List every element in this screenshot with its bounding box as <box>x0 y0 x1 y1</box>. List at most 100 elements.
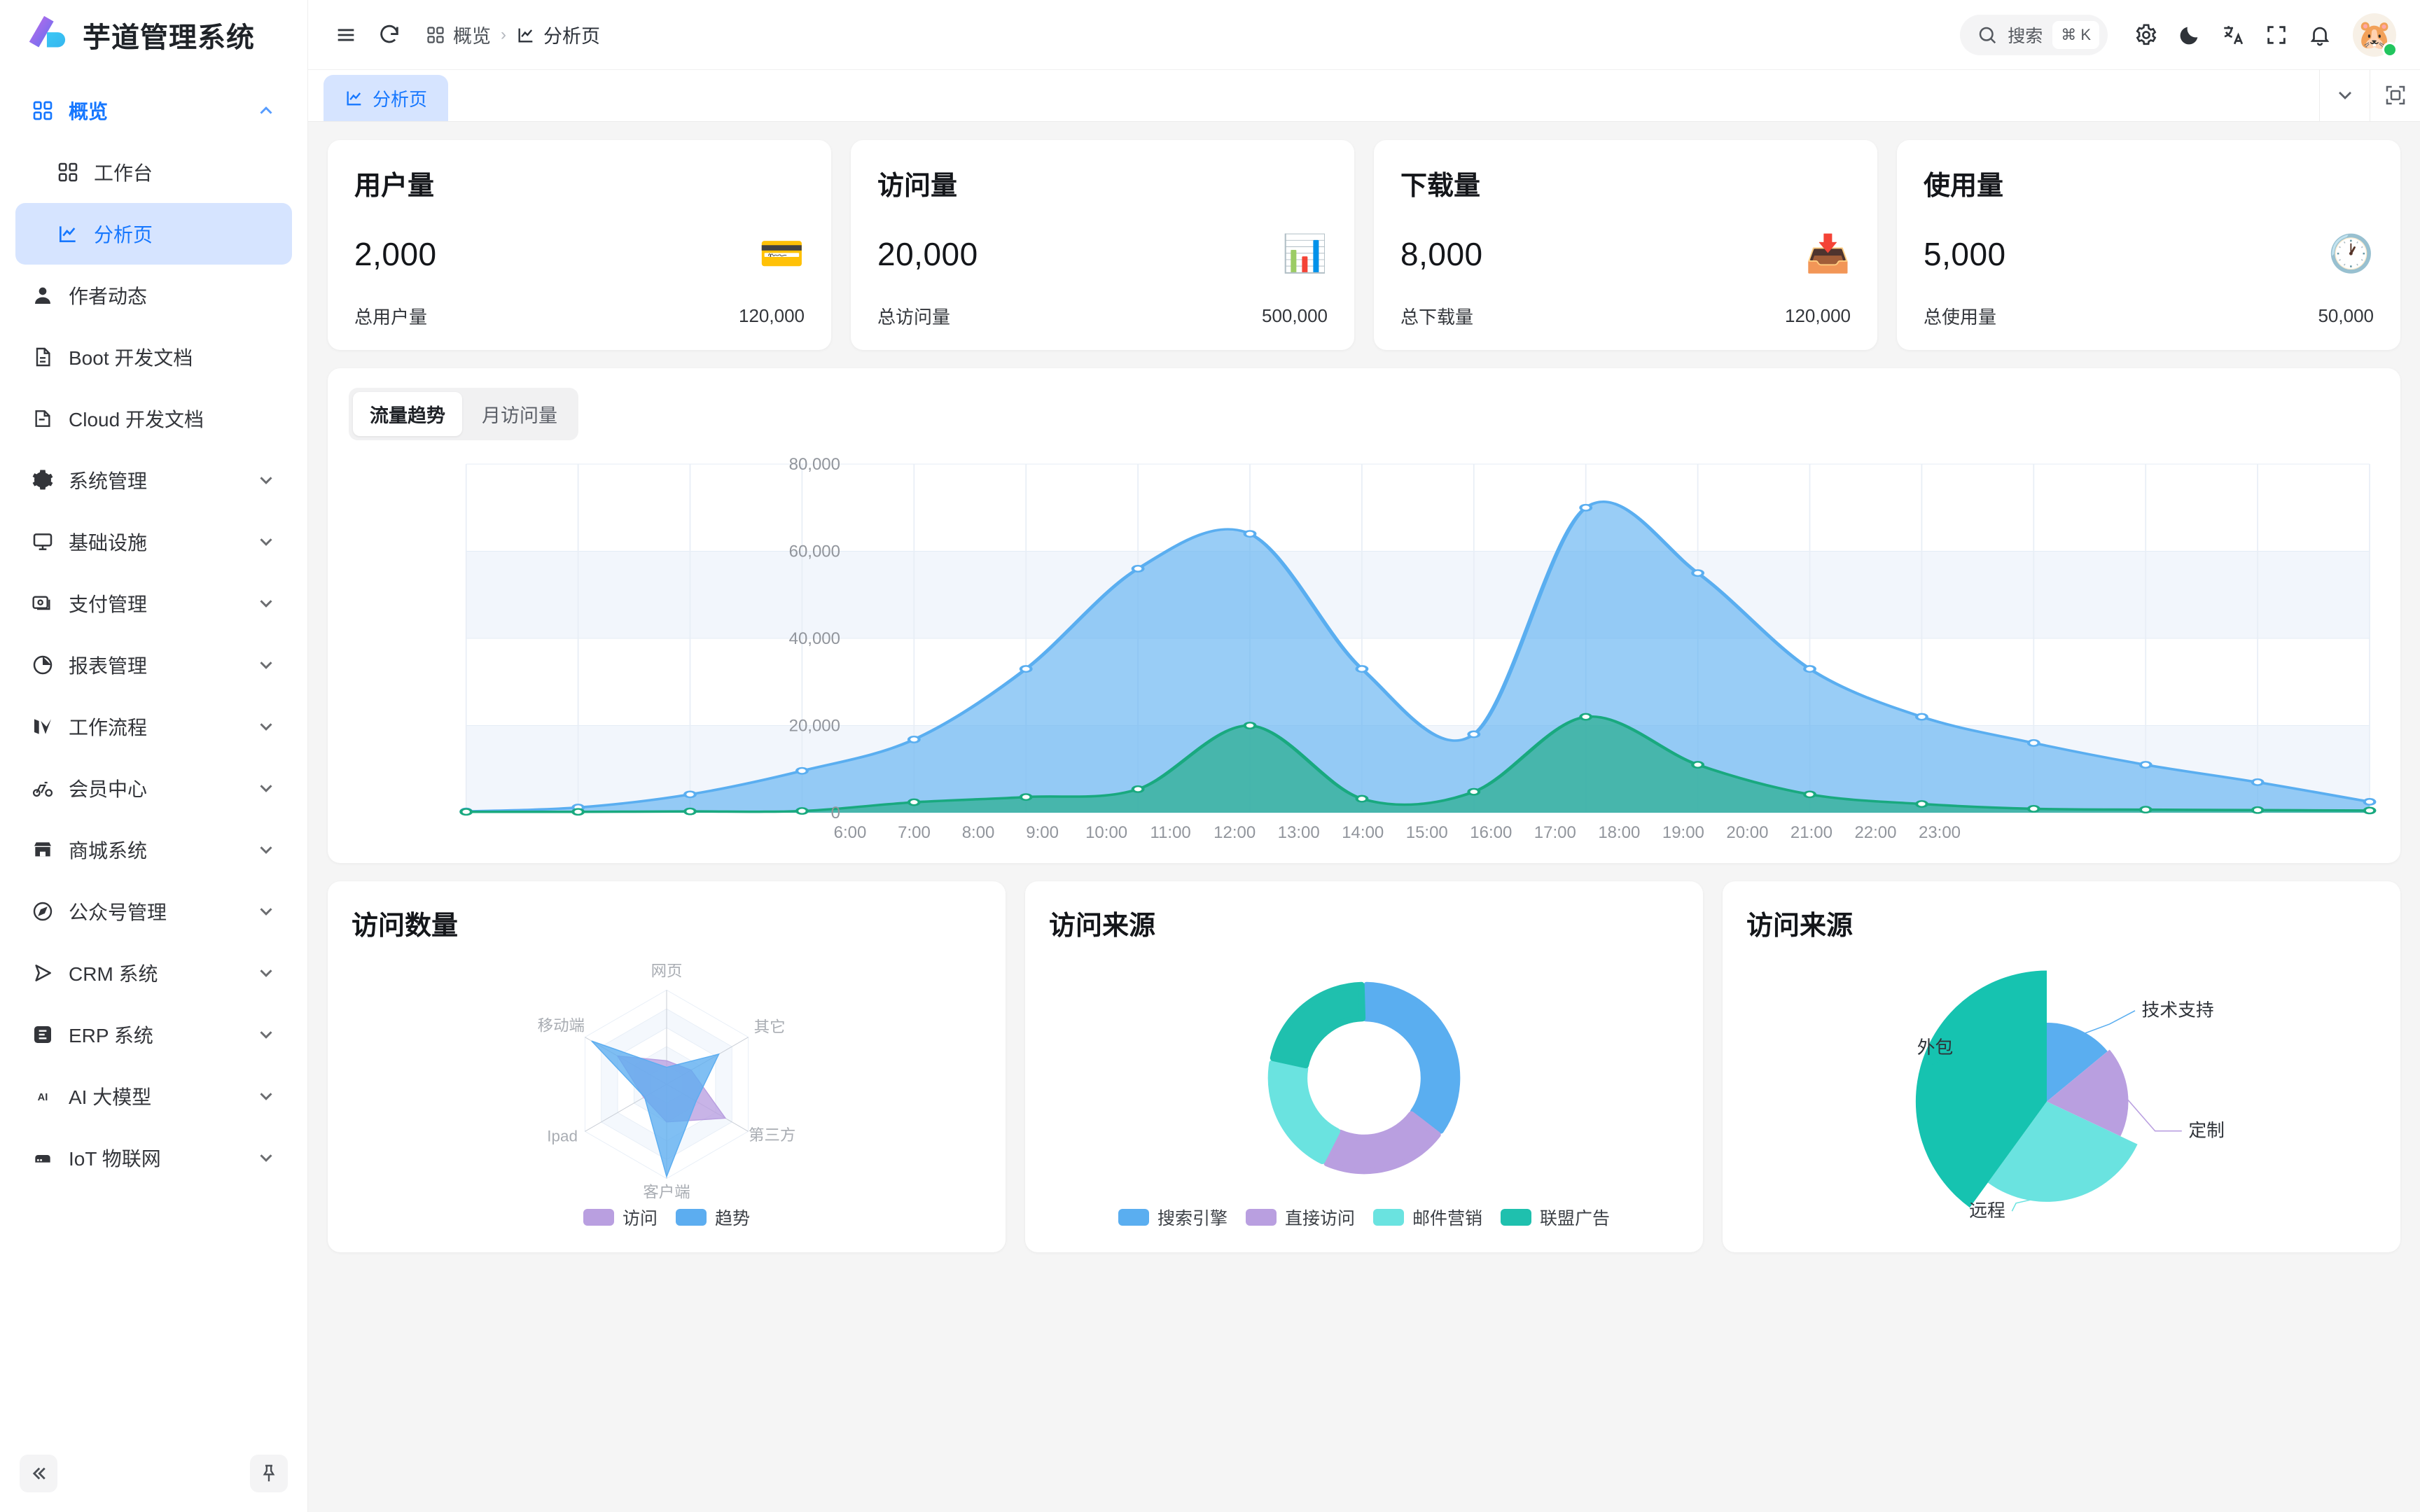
chevron-down-icon[interactable] <box>256 1147 277 1168</box>
sidebar-item-iot[interactable]: IoT 物联网 <box>15 1127 292 1189</box>
chevron-down-icon[interactable] <box>256 901 277 922</box>
legend-swatch <box>676 1209 707 1226</box>
legend-item[interactable]: 搜索引擎 <box>1118 1205 1228 1230</box>
sidebar-item-analysis[interactable]: 分析页 <box>15 203 292 265</box>
page-content: 用户量 2,000 💳 总用户量 120,000 访问量 20,000 📊 <box>308 122 2420 1512</box>
sidebar-item-label: 会员中心 <box>69 778 148 800</box>
fullscreen-icon <box>2265 23 2288 47</box>
refresh-icon[interactable] <box>371 17 408 53</box>
moon-icon <box>2178 23 2202 47</box>
notifications-button[interactable] <box>2298 13 2342 57</box>
sidebar-item-mall-system[interactable]: 商城系统 <box>15 819 292 881</box>
language-button[interactable] <box>2211 13 2255 57</box>
sidebar-item-label: 分析页 <box>94 224 153 246</box>
stat-card-users: 用户量 2,000 💳 总用户量 120,000 <box>328 140 831 350</box>
sidebar-item-label: 基础设施 <box>69 532 148 554</box>
chevron-down-icon[interactable] <box>256 1024 277 1045</box>
svg-text:6:00: 6:00 <box>834 823 867 842</box>
sidebar-item-workbench[interactable]: 工作台 <box>15 141 292 203</box>
sidebar-item-payment-mgmt[interactable]: 支付管理 <box>15 573 292 634</box>
sidebar-collapse-button[interactable] <box>20 1455 57 1492</box>
chevron-down-icon[interactable] <box>256 1086 277 1107</box>
legend-item[interactable]: 直接访问 <box>1245 1205 1355 1230</box>
fullscreen-button[interactable] <box>2255 13 2298 57</box>
chevron-down-icon[interactable] <box>256 470 277 491</box>
sidebar-item-label: 作者动态 <box>69 286 148 307</box>
sidebar-item-overview[interactable]: 概览 <box>15 80 292 141</box>
clock-icon: 🕐 <box>2328 234 2374 274</box>
sidebar-item-author-news[interactable]: 作者动态 <box>15 265 292 326</box>
dark-mode-button[interactable] <box>2168 13 2211 57</box>
chevron-down-icon[interactable] <box>256 962 277 983</box>
hamburger-menu-icon[interactable] <box>328 17 364 53</box>
svg-text:20,000: 20,000 <box>789 717 840 736</box>
svg-text:其它: 其它 <box>754 1018 786 1035</box>
svg-text:20:00: 20:00 <box>1726 823 1768 842</box>
sidebar-footer <box>0 1435 307 1512</box>
sidebar-item-infrastructure[interactable]: 基础设施 <box>15 511 292 573</box>
radar-legend: 访问 趋势 <box>352 1200 982 1230</box>
legend-item[interactable]: 联盟广告 <box>1501 1205 1610 1230</box>
stat-main: 5,000 🕐 <box>1924 229 2374 279</box>
svg-text:外包: 外包 <box>1917 1037 1954 1058</box>
sidebar-item-workflow[interactable]: 工作流程 <box>15 696 292 757</box>
card-title: 访问来源 <box>1049 911 1156 941</box>
legend-item[interactable]: 邮件营销 <box>1373 1205 1482 1230</box>
legend-item[interactable]: 趋势 <box>676 1205 750 1230</box>
sidebar-item-label: 概览 <box>69 101 109 122</box>
breadcrumb-item-overview[interactable]: 概览 <box>426 21 491 48</box>
chevron-down-icon[interactable] <box>256 593 277 614</box>
svg-text:15:00: 15:00 <box>1406 823 1448 842</box>
chevron-down-icon[interactable] <box>256 531 277 552</box>
chevron-down-icon[interactable] <box>256 654 277 676</box>
settings-button[interactable] <box>2125 13 2168 57</box>
legend-item[interactable]: 访问 <box>583 1205 658 1230</box>
chevron-down-icon[interactable] <box>256 716 277 737</box>
search-shortcut-badge: ⌘ K <box>2052 20 2099 49</box>
sidebar-item-report-mgmt[interactable]: 报表管理 <box>15 634 292 696</box>
sidebar-item-system-mgmt[interactable]: 系统管理 <box>15 449 292 511</box>
trend-tab-traffic[interactable]: 流量趋势 <box>353 392 462 436</box>
sidebar-item-ai-model[interactable]: AI AI 大模型 <box>15 1065 292 1127</box>
search-icon <box>1977 24 1998 46</box>
grid-icon <box>426 25 445 45</box>
donut-chart <box>1049 949 1679 1200</box>
legend-label: 联盟广告 <box>1540 1209 1611 1228</box>
trend-tab-monthly[interactable]: 月访问量 <box>482 405 557 426</box>
card-title: 访问数量 <box>352 911 459 941</box>
send-icon <box>31 961 55 985</box>
stat-title: 使用量 <box>1924 172 2004 201</box>
sidebar-item-member-center[interactable]: 会员中心 <box>15 757 292 819</box>
search-input[interactable]: 搜索 ⌘ K <box>1960 14 2108 55</box>
svg-text:7:00: 7:00 <box>898 823 931 842</box>
chevron-up-icon[interactable] <box>256 100 277 121</box>
stat-foot-label: 总用户量 <box>354 307 428 328</box>
svg-text:移动端: 移动端 <box>538 1017 585 1035</box>
chevron-down-icon[interactable] <box>256 839 277 860</box>
breadcrumb-separator: › <box>501 24 506 44</box>
donut-legend: 搜索引擎 直接访问 邮件营销 联盟广告 <box>1049 1200 1679 1230</box>
sidebar-item-official-account[interactable]: 公众号管理 <box>15 881 292 942</box>
brand[interactable]: 芋道管理系统 <box>0 0 307 70</box>
trend-tab-group: 流量趋势 月访问量 <box>349 388 578 440</box>
card-title: 访问来源 <box>1746 911 1854 941</box>
sidebar-pin-button[interactable] <box>250 1455 288 1492</box>
app-logo-icon <box>24 13 67 57</box>
tab-maximize-button[interactable] <box>2370 69 2420 121</box>
sidebar-item-cloud-docs[interactable]: Cloud 开发文档 <box>15 388 292 449</box>
tab-analysis[interactable]: 分析页 <box>324 75 449 121</box>
sidebar-item-label: 工作台 <box>94 162 153 184</box>
payment-icon <box>31 592 55 615</box>
stat-value: 5,000 <box>1924 236 2006 272</box>
chevron-down-icon[interactable] <box>256 778 277 799</box>
svg-text:11:00: 11:00 <box>1150 823 1191 842</box>
legend-swatch <box>583 1209 614 1226</box>
sidebar-item-erp-system[interactable]: ERP 系统 <box>15 1004 292 1065</box>
sidebar-item-boot-docs[interactable]: Boot 开发文档 <box>15 326 292 388</box>
avatar[interactable]: 🐹 <box>2353 13 2398 57</box>
tab-dropdown-button[interactable] <box>2319 69 2370 121</box>
svg-text:14:00: 14:00 <box>1342 823 1384 842</box>
stat-footer: 总下载量 120,000 <box>1400 303 1851 329</box>
breadcrumb-item-analysis[interactable]: 分析页 <box>516 21 600 48</box>
sidebar-item-crm-system[interactable]: CRM 系统 <box>15 942 292 1004</box>
